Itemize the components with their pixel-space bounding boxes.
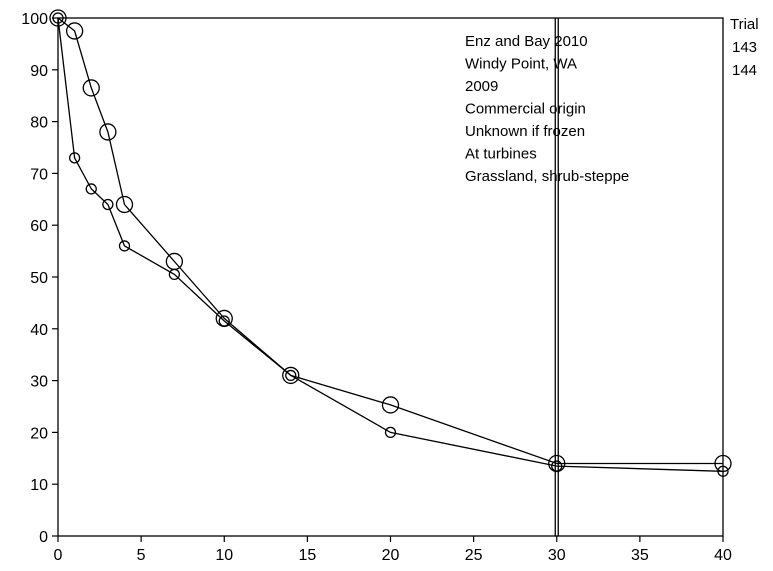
data-point-143-2: [82, 79, 100, 97]
data-point-144-8: [384, 426, 397, 439]
x-tick-label-20: 20: [382, 547, 400, 564]
y-axis-ticks: 0 10 20 30 40 50 60 70 80 90 100: [21, 11, 58, 546]
x-tick-label-5: 5: [137, 547, 146, 564]
y-tick-label-60: 60: [30, 218, 48, 235]
y-tick-label-100: 100: [21, 11, 48, 28]
data-point-144-10: [717, 465, 729, 477]
y-tick-label-90: 90: [30, 63, 48, 80]
data-point-144-7: [285, 369, 297, 382]
x-tick-label-25: 25: [465, 547, 483, 564]
series-points: [49, 9, 732, 477]
x-tick-label-30: 30: [548, 547, 566, 564]
x-tick-label-10: 10: [215, 547, 233, 564]
data-point-144-3: [102, 198, 114, 211]
data-point-143-1: [65, 22, 84, 40]
x-tick-label-35: 35: [631, 547, 649, 564]
legend-entry-144: 144: [732, 62, 757, 79]
data-point-144-5: [168, 268, 181, 281]
legend: Trial 143 144: [730, 16, 759, 79]
annotation-line-0: Enz and Bay 2010: [465, 33, 588, 50]
y-tick-label-70: 70: [30, 166, 48, 183]
y-tick-label-50: 50: [30, 270, 48, 287]
x-axis-ticks: 0 5 10 15 20 25 30 35 40: [54, 536, 732, 564]
y-tick-label-30: 30: [30, 374, 48, 391]
y-tick-label-40: 40: [30, 322, 48, 339]
data-point-143-8: [381, 396, 400, 414]
annotation-line-3: Commercial origin: [465, 101, 586, 118]
x-tick-label-40: 40: [714, 547, 732, 564]
data-point-143-7: [282, 366, 300, 385]
y-tick-label-10: 10: [30, 477, 48, 494]
annotation-line-4: Unknown if frozen: [465, 123, 585, 140]
x-tick-label-15: 15: [298, 547, 316, 564]
series-line-143: [57, 17, 723, 465]
annotation-line-5: At turbines: [465, 146, 537, 163]
data-point-143-3: [99, 123, 117, 141]
legend-title: Trial: [730, 16, 759, 33]
data-point-144-1: [68, 152, 81, 164]
data-point-144-6: [218, 315, 230, 327]
plot-border: [57, 17, 724, 537]
y-tick-label-20: 20: [30, 425, 48, 442]
y-tick-label-0: 0: [39, 529, 48, 546]
data-point-143-10: [714, 454, 732, 473]
data-point-143-4: [115, 195, 134, 214]
x-tick-label-0: 0: [54, 547, 63, 564]
legend-entry-143: 143: [732, 39, 757, 56]
data-point-144-4: [118, 240, 131, 252]
data-point-144-2: [85, 183, 97, 195]
y-tick-label-80: 80: [30, 115, 48, 132]
annotation-line-1: Windy Point, WA: [465, 56, 577, 73]
series-lines: [57, 17, 724, 472]
data-point-144-0: [52, 12, 64, 24]
annotation-block: Enz and Bay 2010 Windy Point, WA 2009 Comme…: [465, 33, 629, 185]
data-point-144-9: [551, 460, 563, 472]
annotation-line-6: Grassland, shrub-steppe: [465, 168, 629, 185]
annotation-line-2: 2009: [465, 78, 498, 95]
vertical-lines: [554, 18, 559, 536]
plot-frame: [57, 17, 724, 537]
data-point-143-0: [49, 9, 67, 27]
series-line-144: [57, 17, 724, 472]
